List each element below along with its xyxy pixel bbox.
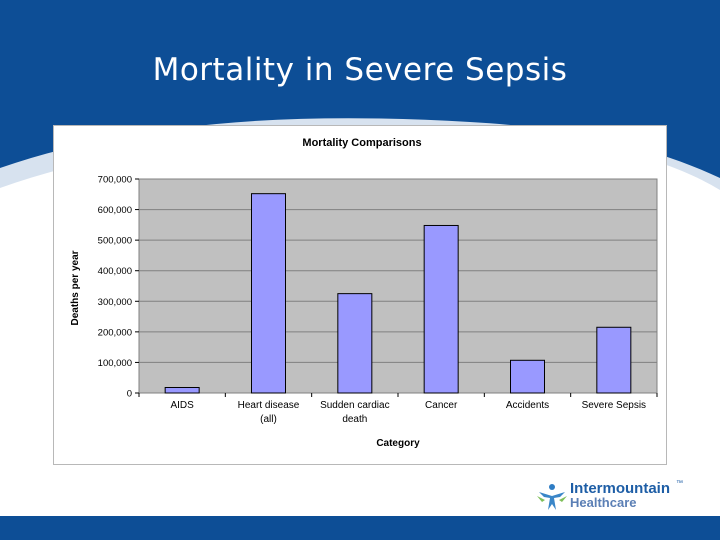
person-figure-icon — [537, 484, 567, 510]
x-category-label: death — [342, 414, 367, 425]
mortality-bar-chart: Mortality Comparisons 0 100,000 200,000 300… — [70, 137, 658, 449]
logo-name-line2: Healthcare — [570, 495, 637, 510]
x-axis-label: Category — [376, 438, 420, 449]
bar-sudden-cardiac — [337, 293, 373, 394]
y-tick-label: 500,000 — [98, 236, 132, 247]
bar-cancer — [423, 224, 459, 394]
bar-aids — [164, 386, 200, 394]
chart-title: Mortality Comparisons — [302, 137, 421, 149]
x-category-label: Cancer — [425, 400, 458, 411]
slide-title: Mortality in Severe Sepsis — [152, 52, 568, 88]
y-tick-label: 600,000 — [98, 205, 132, 216]
bars — [164, 193, 632, 394]
plot-area — [138, 178, 658, 394]
x-category-label: (all) — [260, 414, 277, 425]
x-category-label: Accidents — [506, 400, 549, 411]
y-axis-label: Deaths per year — [70, 250, 81, 325]
y-axis-ticks: 0 100,000 200,000 300,000 400,000 500,000 600,… — [98, 175, 139, 400]
x-category-label: Sudden cardiac — [320, 400, 390, 411]
logo-trademark: ™ — [676, 480, 683, 487]
x-category-label: Severe Sepsis — [582, 400, 646, 411]
x-category-label: Heart disease — [238, 400, 300, 411]
y-tick-label: 700,000 — [98, 175, 132, 186]
bar-accidents — [510, 359, 545, 394]
y-tick-label: 200,000 — [98, 327, 132, 338]
chart-panel: Mortality Comparisons 0 100,000 200,000 300… — [53, 125, 667, 465]
x-category-label: AIDS — [170, 400, 194, 411]
y-tick-label: 100,000 — [98, 358, 132, 369]
footer-bar — [0, 516, 720, 540]
y-tick-label: 400,000 — [98, 266, 132, 277]
y-tick-label: 300,000 — [98, 297, 132, 308]
gridlines — [139, 209, 657, 363]
intermountain-logo: Intermountain ™ Healthcare — [536, 480, 686, 512]
y-tick-label: 0 — [127, 389, 132, 400]
bar-heart-disease — [251, 193, 286, 394]
logo-name-line1: Intermountain — [570, 480, 670, 497]
bar-severe-sepsis — [596, 326, 632, 394]
x-axis-categories: AIDS Heart disease (all) Sudden cardiac deat… — [138, 393, 658, 425]
